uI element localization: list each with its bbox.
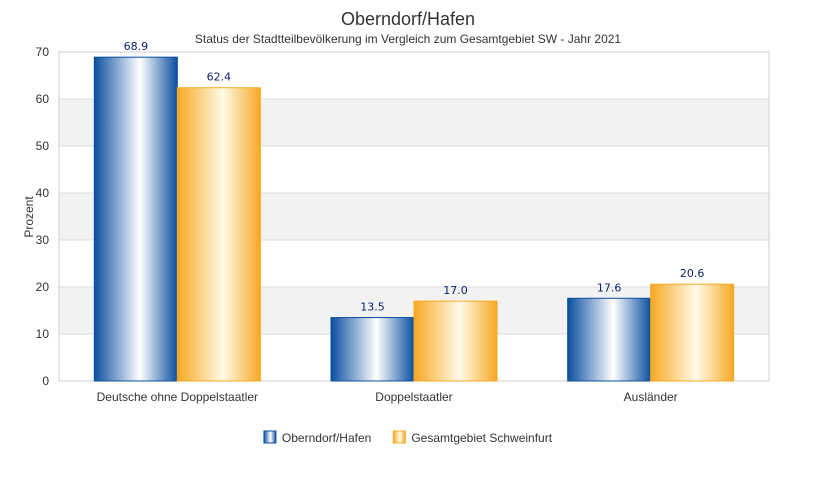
bar-oberndorf-2 <box>567 297 652 382</box>
legend-label: Oberndorf/Hafen <box>282 431 371 445</box>
x-axis-categories: Deutsche ohne Doppelstaatler Doppelstaatl… <box>97 390 678 404</box>
chart-subtitle: Status der Stadtteilbevölkerung im Vergl… <box>195 32 622 46</box>
y-axis-ticks: 0 10 20 30 40 50 60 70 <box>36 45 50 388</box>
x-category-label: Ausländer <box>624 390 678 404</box>
bar-gesamtgebiet-1 <box>413 300 498 382</box>
data-label: 17.0 <box>443 284 468 297</box>
y-tick-label: 20 <box>36 280 50 294</box>
bars <box>93 56 735 382</box>
x-category-label: Doppelstaatler <box>375 390 452 404</box>
legend-swatch <box>392 430 406 444</box>
data-labels: 68.9 62.4 13.5 17.0 17.6 20.6 <box>124 40 705 313</box>
y-tick-label: 30 <box>36 233 50 247</box>
data-label: 17.6 <box>597 281 622 294</box>
data-label: 62.4 <box>207 71 232 84</box>
bar-gesamtgebiet-2 <box>650 283 735 382</box>
legend-label: Gesamtgebiet Schweinfurt <box>411 431 552 445</box>
bar-oberndorf-0 <box>93 56 178 382</box>
data-label: 13.5 <box>360 301 385 314</box>
y-tick-label: 50 <box>36 139 50 153</box>
legend: Oberndorf/Hafen Gesamtgebiet Schweinfurt <box>263 430 553 445</box>
bar-oberndorf-1 <box>330 317 415 382</box>
chart-title: Oberndorf/Hafen <box>341 9 475 29</box>
bar-gesamtgebiet-0 <box>176 87 261 382</box>
y-axis-label: Prozent <box>22 196 36 238</box>
y-tick-label: 0 <box>42 374 49 388</box>
legend-swatch <box>263 430 277 444</box>
x-category-label: Deutsche ohne Doppelstaatler <box>97 390 258 404</box>
data-label: 68.9 <box>124 40 149 53</box>
y-tick-label: 70 <box>36 45 50 59</box>
data-label: 20.6 <box>680 267 705 280</box>
y-tick-label: 40 <box>36 186 50 200</box>
y-tick-label: 10 <box>36 327 50 341</box>
y-tick-label: 60 <box>36 92 50 106</box>
